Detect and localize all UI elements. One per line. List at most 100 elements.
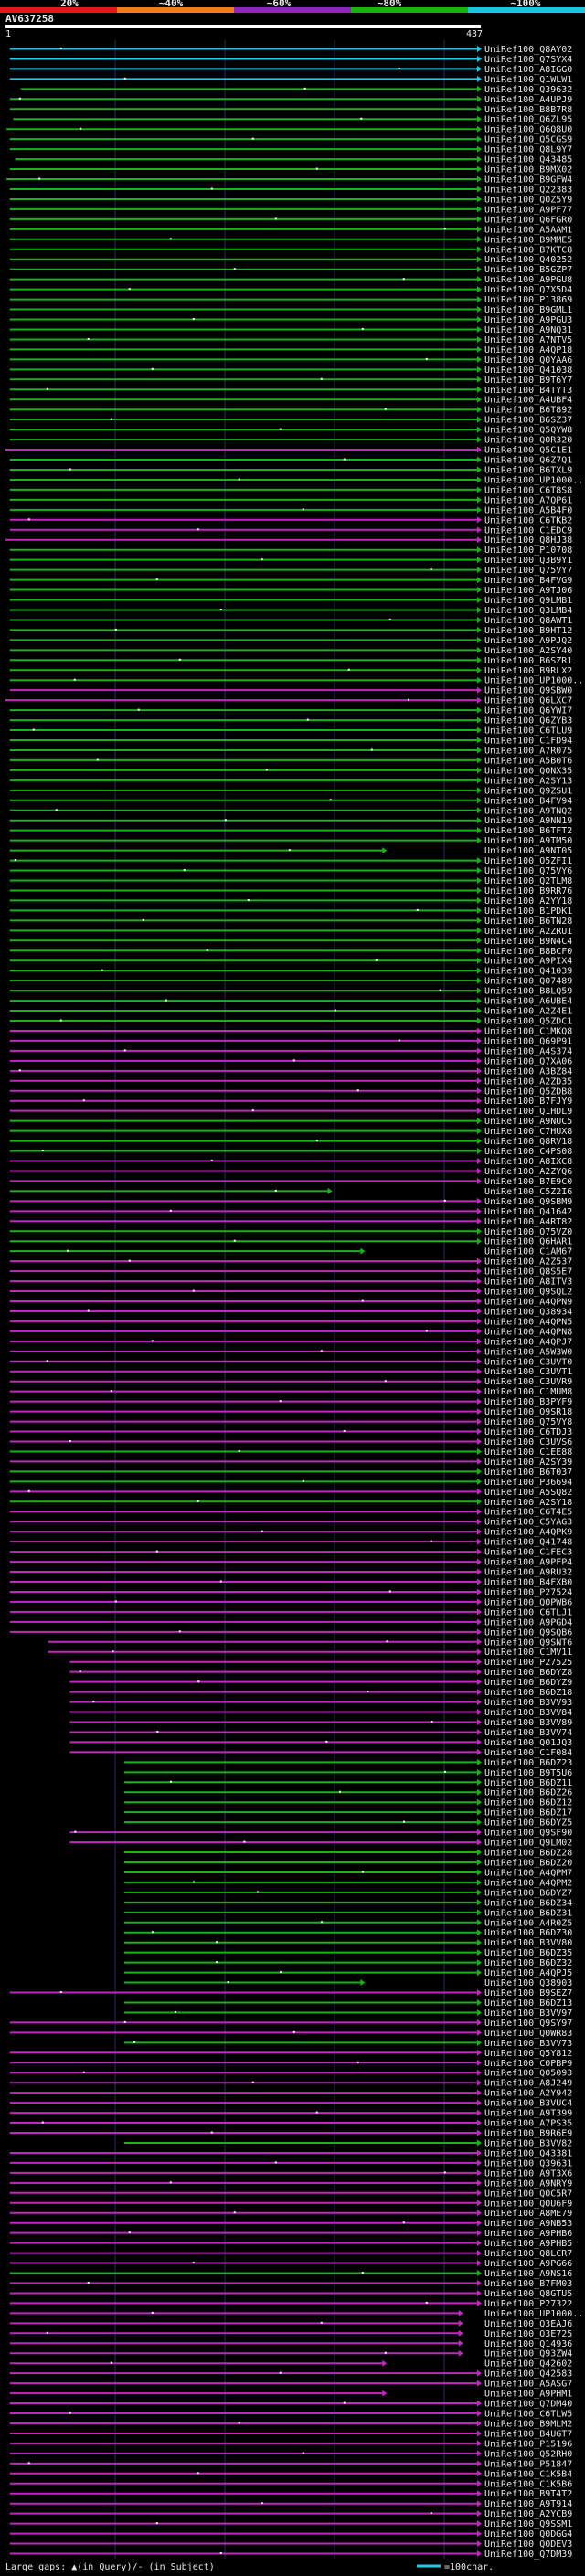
hit-label[interactable]: UniRef100_A9RU32: [484, 1568, 572, 1578]
hit-row[interactable]: UniRef100_A9PFP4: [9, 1558, 573, 1568]
hit-row[interactable]: UniRef100_B3PYF9: [9, 1397, 573, 1407]
hit-row[interactable]: UniRef100_A2Y942: [9, 2089, 573, 2099]
hit-label[interactable]: UniRef100_Q9SBM9: [484, 1197, 572, 1207]
hit-label[interactable]: UniRef100_Q0Z5Y9: [484, 195, 572, 205]
hit-label[interactable]: UniRef100_B6DZ17: [484, 1808, 572, 1818]
hit-label[interactable]: UniRef100_Q6Q8U0: [484, 125, 572, 135]
hit-row[interactable]: UniRef100_B9N4C4: [9, 937, 573, 947]
hit-row[interactable]: UniRef100_A8IGG0: [9, 65, 573, 75]
hit-row[interactable]: UniRef100_B7FM03: [9, 2279, 573, 2289]
hit-label[interactable]: UniRef100_B8LQ59: [484, 987, 572, 997]
hit-label[interactable]: UniRef100_Q9SY97: [484, 2019, 572, 2029]
hit-row[interactable]: UniRef100_C1FEC3: [9, 1548, 573, 1558]
hit-label[interactable]: UniRef100_B6DZ30: [484, 1928, 572, 1938]
hit-row[interactable]: UniRef100_A7PS35: [9, 2119, 573, 2129]
hit-row[interactable]: UniRef100_B8B7R8: [9, 105, 573, 115]
hit-row[interactable]: UniRef100_A9NRY9: [9, 2178, 573, 2189]
hit-row[interactable]: UniRef100_Q3EAJ6: [9, 2319, 573, 2329]
hit-label[interactable]: UniRef100_Q0R320: [484, 436, 572, 446]
hit-label[interactable]: UniRef100_Q5ZDB8: [484, 1087, 572, 1097]
hit-label[interactable]: UniRef100_Q6Z7Q1: [484, 456, 572, 466]
hit-label[interactable]: UniRef100_B5GZP7: [484, 265, 572, 275]
hit-row[interactable]: UniRef100_A4QPN8: [9, 1327, 573, 1337]
hit-row[interactable]: UniRef100_Q3E725: [9, 2329, 573, 2339]
hit-label[interactable]: UniRef100_Q14936: [484, 2339, 572, 2349]
hit-row[interactable]: UniRef100_A8ME79: [9, 2209, 573, 2219]
hit-label[interactable]: UniRef100_B6T037: [484, 1468, 572, 1478]
hit-row[interactable]: UniRef100_Q75VZ0: [9, 1227, 573, 1237]
hit-row[interactable]: UniRef100_Q8AY02: [9, 45, 573, 55]
hit-label[interactable]: UniRef100_A4R0Z5: [484, 1918, 572, 1928]
hit-label[interactable]: UniRef100_Q6HAR1: [484, 1237, 572, 1247]
hit-row[interactable]: UniRef100_P27524: [9, 1587, 573, 1597]
hit-label[interactable]: UniRef100_B3VV82: [484, 2138, 572, 2148]
hit-row[interactable]: UniRef100_B3VV82: [124, 2138, 572, 2148]
hit-label[interactable]: UniRef100_Q0U6F9: [484, 2199, 572, 2209]
hit-label[interactable]: UniRef100_Q1WLW1: [484, 75, 572, 85]
hit-row[interactable]: UniRef100_B8LQ59: [9, 987, 573, 997]
hit-label[interactable]: UniRef100_C1EDC9: [484, 525, 572, 535]
hit-label[interactable]: UniRef100_Q05093: [484, 2069, 572, 2079]
hit-row[interactable]: UniRef100_B6T037: [9, 1468, 573, 1478]
hit-label[interactable]: UniRef100_B3VV73: [484, 2039, 572, 2049]
hit-label[interactable]: UniRef100_A5W3W0: [484, 1347, 572, 1357]
hit-row[interactable]: UniRef100_Q5C1E1: [5, 446, 572, 456]
hit-row[interactable]: UniRef100_A8IXC8: [9, 1157, 573, 1167]
hit-row[interactable]: UniRef100_A9TNQ2: [9, 806, 573, 816]
hit-label[interactable]: UniRef100_A9NRY9: [484, 2178, 572, 2189]
hit-label[interactable]: UniRef100_C6T8S8: [484, 485, 572, 495]
hit-label[interactable]: UniRef100_A7NTV5: [484, 335, 572, 345]
hit-label[interactable]: UniRef100_Q40252: [484, 255, 572, 265]
hit-row[interactable]: UniRef100_B8BCF0: [9, 947, 573, 957]
hit-row[interactable]: UniRef100_A2SY18: [9, 1498, 573, 1508]
hit-label[interactable]: UniRef100_A9PFP4: [484, 1558, 572, 1568]
hit-label[interactable]: UniRef100_C0PBP9: [484, 2059, 572, 2069]
hit-row[interactable]: UniRef100_A4QPN9: [9, 1298, 573, 1308]
hit-row[interactable]: UniRef100_B6DZ17: [124, 1808, 572, 1818]
hit-label[interactable]: UniRef100_B9N4C4: [484, 937, 572, 947]
hit-row[interactable]: UniRef100_C6TLW5: [9, 2410, 573, 2420]
hit-label[interactable]: UniRef100_Q22383: [484, 185, 572, 195]
hit-row[interactable]: UniRef100_C1AM67: [9, 1247, 573, 1257]
hit-label[interactable]: UniRef100_A9T914: [484, 2499, 572, 2509]
hit-label[interactable]: UniRef100_A2Y942: [484, 2089, 572, 2099]
hit-row[interactable]: UniRef100_A9TM50: [9, 836, 573, 846]
hit-label[interactable]: UniRef100_A8IXC8: [484, 1157, 572, 1167]
hit-label[interactable]: UniRef100_Q7DM40: [484, 2400, 572, 2410]
hit-row[interactable]: UniRef100_C1MKQ8: [9, 1026, 573, 1036]
hit-label[interactable]: UniRef100_Q8AY02: [484, 45, 572, 55]
hit-label[interactable]: UniRef100_B6TN28: [484, 917, 572, 927]
hit-row[interactable]: UniRef100_A5AAM1: [9, 225, 573, 235]
hit-row[interactable]: UniRef100_B7KTC8: [9, 245, 573, 255]
hit-label[interactable]: UniRef100_B8BCF0: [484, 947, 572, 957]
hit-label[interactable]: UniRef100_Q9SBW0: [484, 686, 572, 696]
hit-row[interactable]: UniRef100_B6T892: [9, 406, 573, 416]
hit-label[interactable]: UniRef100_B6DZ32: [484, 1958, 572, 1968]
hit-row[interactable]: UniRef100_A4QPN5: [9, 1317, 573, 1327]
hit-row[interactable]: UniRef100_Q9SQB6: [9, 1627, 573, 1638]
hit-row[interactable]: UniRef100_B6DZ26: [124, 1788, 572, 1798]
hit-row[interactable]: UniRef100_B6DYZ8: [69, 1668, 572, 1678]
hit-row[interactable]: UniRef100_B6DYZ7: [124, 1888, 572, 1898]
hit-label[interactable]: UniRef100_C1MUM8: [484, 1387, 572, 1397]
hit-row[interactable]: UniRef100_B9MLM2: [9, 2419, 573, 2429]
hit-label[interactable]: UniRef100_Q38903: [484, 1978, 572, 1988]
hit-label[interactable]: UniRef100_A9T3X6: [484, 2168, 572, 2178]
hit-row[interactable]: UniRef100_A9PHB5: [9, 2239, 573, 2249]
hit-row[interactable]: UniRef100_Q52RH0: [9, 2449, 573, 2459]
hit-label[interactable]: UniRef100_C3UVS6: [484, 1437, 572, 1447]
hit-row[interactable]: UniRef100_A4RT82: [9, 1217, 573, 1227]
hit-row[interactable]: UniRef100_Q05093: [9, 2069, 573, 2079]
hit-row[interactable]: UniRef100_B6DYZ9: [69, 1678, 572, 1688]
hit-row[interactable]: UniRef100_B9T4T2: [9, 2489, 573, 2499]
hit-row[interactable]: UniRef100_C1MV11: [48, 1648, 573, 1658]
hit-row[interactable]: UniRef100_B9RR76: [9, 886, 573, 896]
hit-label[interactable]: UniRef100_B3VV89: [484, 1718, 572, 1728]
hit-row[interactable]: UniRef100_B9MX02: [9, 165, 573, 175]
hit-row[interactable]: UniRef100_B3VV84: [69, 1708, 572, 1718]
hit-label[interactable]: UniRef100_B6SZR1: [484, 656, 572, 666]
hit-row[interactable]: UniRef100_A2Z537: [9, 1257, 573, 1267]
hit-row[interactable]: UniRef100_Q7XA06: [9, 1056, 573, 1066]
hit-label[interactable]: UniRef100_A9TJ06: [484, 586, 572, 596]
hit-row[interactable]: UniRef100_B6DZ28: [124, 1849, 572, 1859]
